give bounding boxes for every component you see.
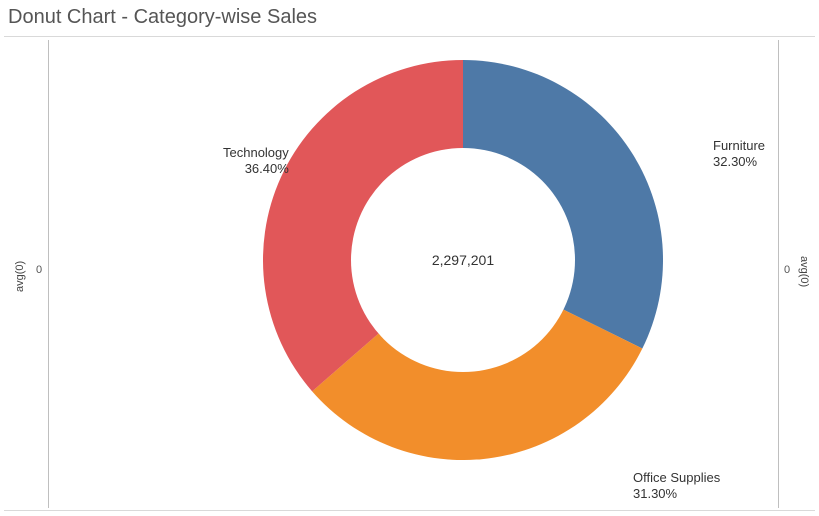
chart-title: Donut Chart - Category-wise Sales xyxy=(8,6,317,29)
bottom-divider xyxy=(4,510,815,511)
slice-label-office-supplies: Office Supplies 31.30% xyxy=(633,470,720,503)
slice-percent: 36.40% xyxy=(223,161,289,177)
slice-percent: 32.30% xyxy=(713,154,765,170)
y-axis-right-tick: 0 xyxy=(784,264,790,276)
chart-sheet: Donut Chart - Category-wise Sales avg(0)… xyxy=(0,0,819,516)
slice-label-furniture: Furniture 32.30% xyxy=(713,138,765,171)
slice-label-technology: Technology 36.40% xyxy=(223,145,289,178)
y-axis-right-title: avg(0) xyxy=(798,256,810,287)
slice-name: Office Supplies xyxy=(633,470,720,486)
plot-area: 2,297,201 Furniture 32.30% Office Suppli… xyxy=(48,40,778,508)
y-axis-left-tick: 0 xyxy=(36,264,42,276)
donut-chart: 2,297,201 Furniture 32.30% Office Suppli… xyxy=(263,60,563,360)
y-axis-right-line xyxy=(778,40,779,508)
y-axis-left-title: avg(0) xyxy=(14,261,26,292)
title-divider xyxy=(4,36,815,37)
slice-name: Technology xyxy=(223,145,289,161)
donut-center-value: 2,297,201 xyxy=(263,60,663,460)
slice-name: Furniture xyxy=(713,138,765,154)
slice-percent: 31.30% xyxy=(633,486,720,502)
